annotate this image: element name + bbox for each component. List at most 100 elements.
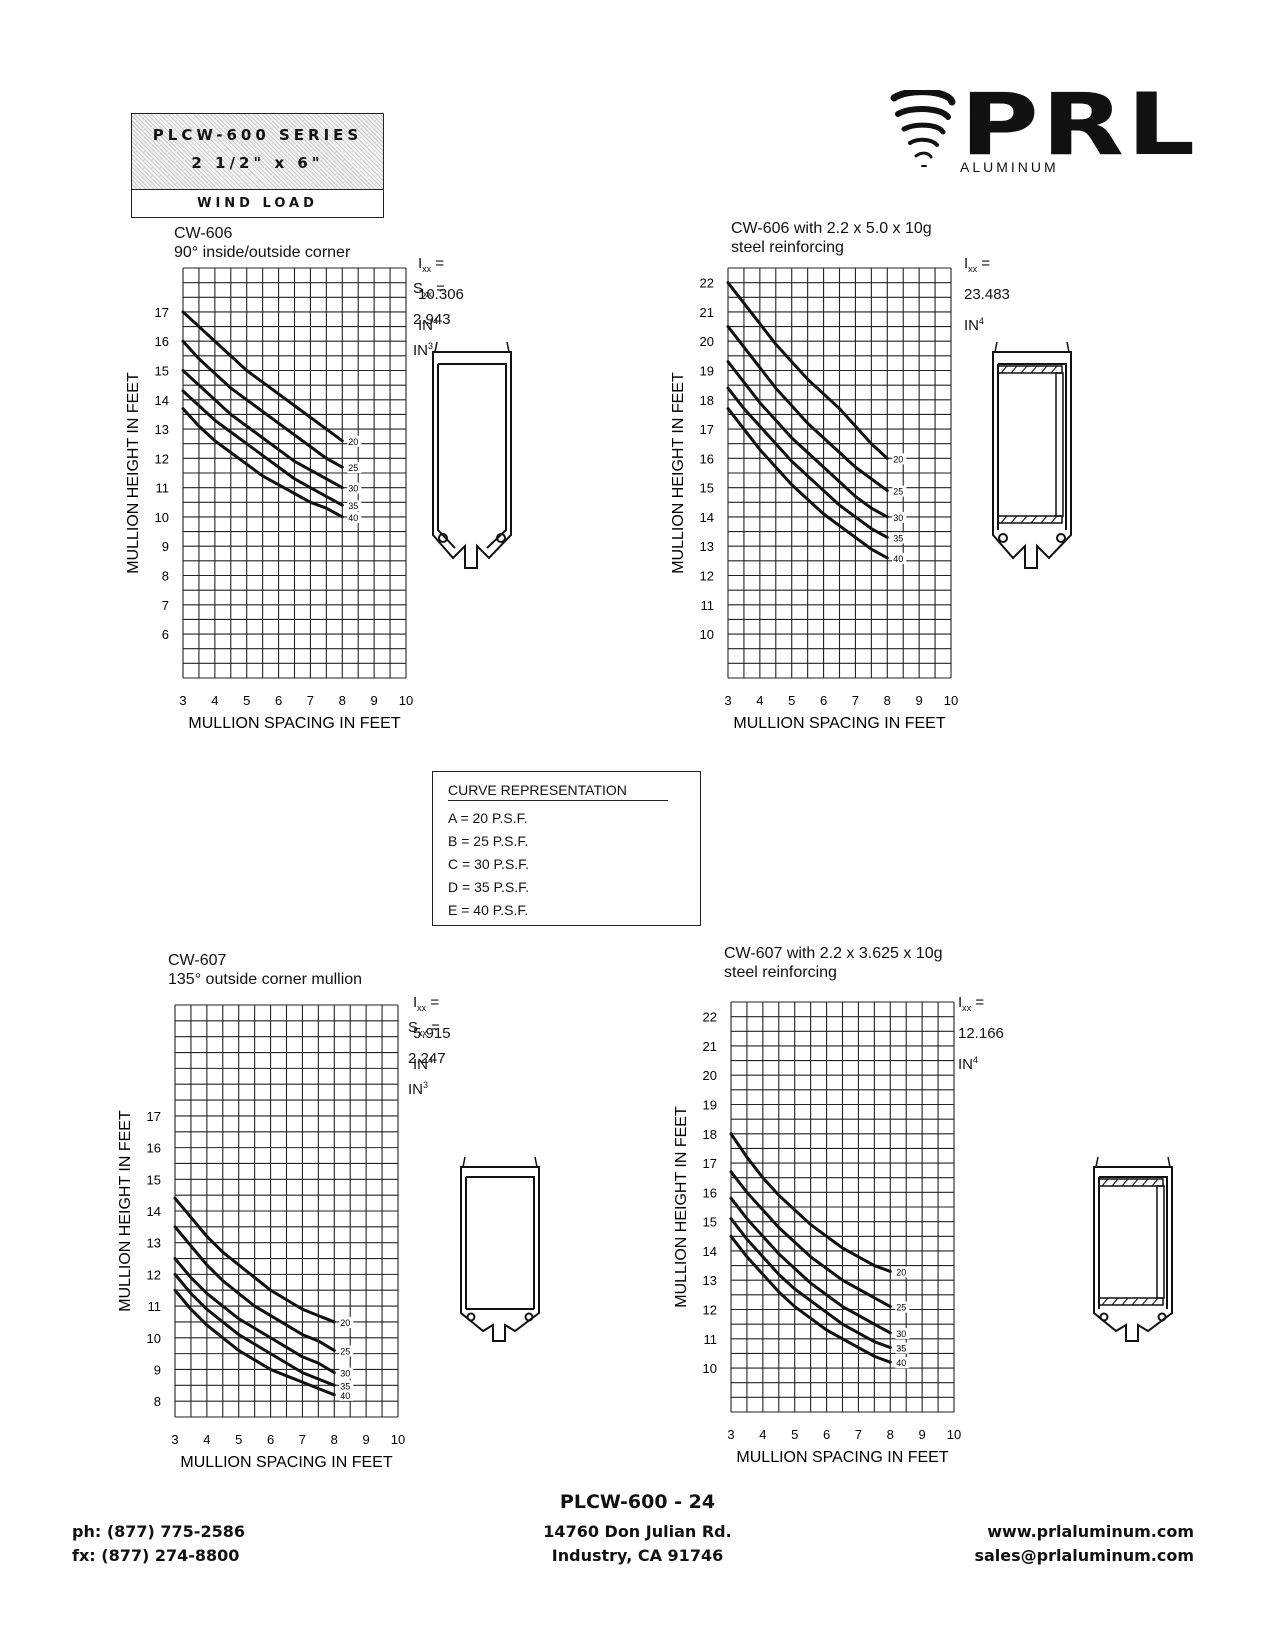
y-tick-label: 10 (155, 510, 169, 525)
y-axis-label: MULLION HEIGHT IN FEET (125, 372, 142, 574)
x-tick-label: 4 (211, 693, 218, 708)
series-label-25: 25 (896, 1303, 906, 1313)
y-axis-label: MULLION HEIGHT IN FEET (673, 1106, 690, 1308)
series-label-bg (892, 511, 907, 523)
series-label-bg (339, 1316, 354, 1328)
cw607-reinforced-profile-drawing (1093, 1156, 1173, 1342)
footer-web: www.prlaluminum.com sales@prlaluminum.co… (880, 1520, 1194, 1568)
ixx-sub: xx (422, 264, 432, 274)
x-tick-label: 4 (759, 1427, 766, 1442)
logo-text: PRL (960, 75, 1198, 175)
y-tick-label: 10 (703, 1361, 717, 1376)
y-tick-label: 13 (147, 1236, 161, 1251)
cw607-profile-drawing (460, 1156, 540, 1342)
chart-subtitle: 135° outside corner mullion (168, 971, 363, 988)
y-tick-label: 15 (700, 481, 714, 496)
sxx-sub: xx (418, 1028, 428, 1038)
footer-phone: ph: (877) 775-2586 (72, 1522, 245, 1541)
chart-title: CW-607 with 2.2 x 3.625 x 10g (724, 945, 943, 962)
series-label-30: 30 (340, 1369, 350, 1379)
chart-title: CW-606 (174, 225, 233, 242)
x-tick-label: 5 (788, 693, 795, 708)
series-hatch (132, 114, 383, 190)
y-tick-label: 10 (147, 1331, 161, 1346)
legend-title: CURVE REPRESENTATION (448, 782, 668, 801)
x-tick-label: 6 (820, 693, 827, 708)
footer-website[interactable]: www.prlaluminum.com (987, 1522, 1194, 1541)
legend-row-c: C = 30 P.S.F. (448, 856, 530, 872)
chart-grid (727, 267, 952, 679)
series-label-bg (347, 482, 362, 494)
series-label-bg (892, 485, 907, 497)
y-tick-label: 7 (162, 598, 169, 613)
sxx-value: = 2.247 IN (408, 1019, 446, 1098)
series-label-40: 40 (340, 1391, 350, 1401)
y-tick-label: 12 (155, 451, 169, 466)
legend-row-b: B = 25 P.S.F. (448, 833, 529, 849)
series-line-40 (729, 1234, 892, 1364)
ixx-sub: xx (968, 264, 978, 274)
series-label-bg (895, 1357, 910, 1369)
ixx-value: = 23.483 IN (964, 255, 1010, 334)
series-label-bg (895, 1266, 910, 1278)
ixx-property: Ixx = 5.915 IN4 (413, 990, 451, 1078)
y-tick-label: 8 (162, 569, 169, 584)
series-label-20: 20 (340, 1318, 350, 1328)
series-line-40 (726, 407, 889, 560)
x-tick-label: 10 (399, 693, 413, 708)
series-line-35 (181, 389, 344, 507)
series-label-35: 35 (340, 1381, 350, 1391)
series-label-bg (895, 1342, 910, 1354)
chart-subtitle: steel reinforcing (724, 964, 837, 981)
x-axis-label: MULLION SPACING IN FEET (733, 715, 945, 732)
y-tick-label: 15 (703, 1215, 717, 1230)
x-tick-label: 3 (724, 693, 731, 708)
y-tick-label: 6 (162, 627, 169, 642)
sxx-property: Sxx = 2.247 IN3 (408, 1015, 446, 1103)
y-tick-label: 11 (156, 481, 170, 496)
page-number: PLCW-600 - 24 (559, 1491, 716, 1513)
y-tick-label: 12 (703, 1303, 717, 1318)
x-tick-label: 7 (307, 693, 314, 708)
series-label-40: 40 (896, 1358, 906, 1368)
series-title: PLCW-600 SERIES (152, 126, 363, 144)
y-tick-label: 16 (703, 1185, 717, 1200)
y-tick-label: 20 (700, 334, 714, 349)
sxx-symbol: S (413, 280, 424, 297)
sxx-value: = 2.943 IN (413, 280, 451, 359)
sxx-symbol: S (408, 1019, 419, 1036)
ixx-property: Ixx = 12.166 IN4 (958, 990, 1004, 1078)
footer-address-line2: Industry, CA 91746 (551, 1546, 724, 1565)
x-tick-label: 9 (371, 693, 378, 708)
chart-title: CW-606 with 2.2 x 5.0 x 10g (731, 220, 932, 237)
x-tick-label: 5 (243, 693, 250, 708)
y-tick-label: 16 (155, 334, 169, 349)
sxx-property: Sxx = 2.943 IN3 (413, 276, 451, 364)
y-tick-label: 18 (700, 393, 714, 408)
legend-row-d: D = 35 P.S.F. (448, 879, 530, 895)
y-tick-label: 12 (700, 569, 714, 584)
footer-email[interactable]: sales@prlaluminum.com (974, 1546, 1194, 1565)
sxx-sub: xx (423, 289, 433, 299)
y-tick-label: 15 (147, 1172, 161, 1187)
curve-legend: CURVE REPRESENTATION A = 20 P.S.F. B = 2… (432, 771, 701, 926)
y-tick-label: 9 (162, 539, 169, 554)
logo-subtext: ALUMINUM (960, 159, 1059, 175)
series-label-30: 30 (896, 1329, 906, 1339)
x-tick-label: 9 (363, 1432, 370, 1447)
ixx-exp: 4 (428, 1055, 434, 1065)
cw606-reinforced-profile-drawing (992, 341, 1072, 569)
y-tick-label: 14 (155, 393, 169, 408)
series-label-40: 40 (893, 554, 903, 564)
ixx-sub: xx (417, 1003, 427, 1013)
x-tick-label: 9 (919, 1427, 926, 1442)
series-label-20: 20 (893, 454, 903, 464)
series-line-20 (181, 310, 344, 443)
y-tick-label: 10 (700, 627, 714, 642)
x-tick-label: 7 (852, 693, 859, 708)
series-label-bg (347, 500, 362, 512)
series-line-25 (181, 339, 344, 469)
footer-address: 14760 Don Julian Rd. Industry, CA 91746 (500, 1520, 775, 1568)
series-label-bg (892, 552, 907, 564)
